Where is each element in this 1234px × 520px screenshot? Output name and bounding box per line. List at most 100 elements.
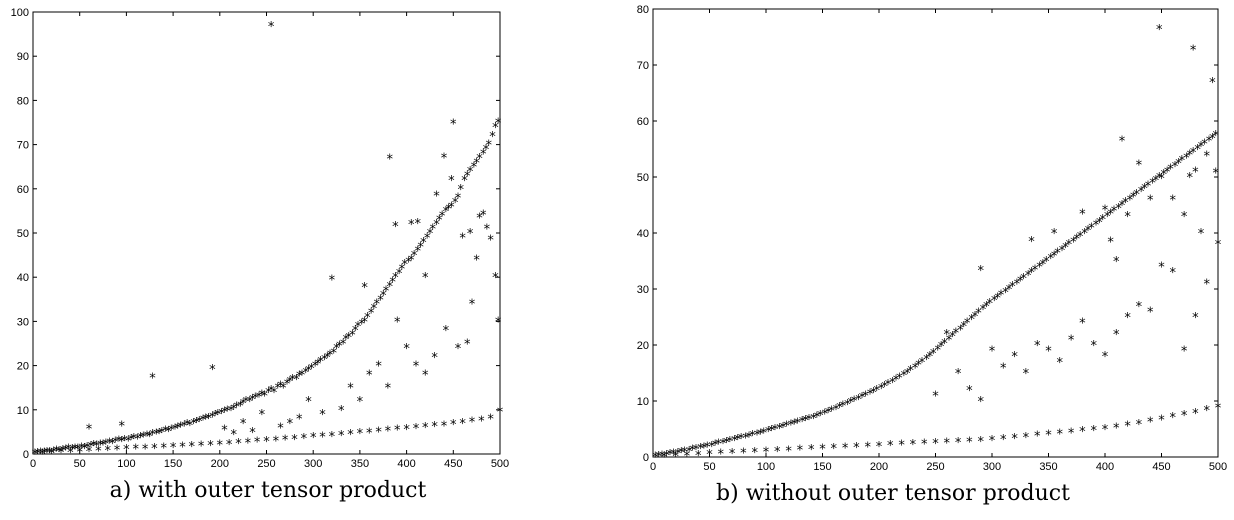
data-point-b: *	[855, 393, 862, 408]
data-point-a: *	[310, 431, 317, 446]
data-point-b: *	[881, 380, 888, 395]
y-tick-label-a: 100	[11, 7, 29, 19]
data-point-a: *	[422, 368, 429, 383]
x-tick-label-b: 450	[1152, 461, 1170, 473]
data-point-a: *	[268, 20, 275, 35]
data-point-b: *	[1068, 426, 1075, 441]
y-tick-label-b: 10	[637, 396, 649, 408]
data-point-a: *	[48, 447, 55, 462]
data-point-a: *	[226, 438, 233, 453]
data-point-b: *	[1203, 150, 1210, 165]
y-tick-label-a: 40	[17, 272, 29, 284]
data-point-b: *	[825, 406, 832, 421]
data-point-a: *	[371, 302, 378, 317]
data-point-a: *	[441, 419, 448, 434]
data-point-b: *	[1074, 233, 1081, 248]
data-point-b: *	[1158, 413, 1165, 428]
data-point-b: *	[1090, 339, 1097, 354]
data-point-b: *	[1028, 266, 1035, 281]
data-point-b: *	[1198, 227, 1205, 242]
data-point-b: *	[1158, 172, 1165, 187]
data-point-b: *	[1011, 432, 1018, 447]
data-point-a: *	[118, 435, 125, 450]
data-point-a: *	[39, 448, 46, 463]
data-point-a: *	[277, 421, 284, 436]
data-point-a: *	[209, 363, 216, 378]
data-point-b: *	[1136, 159, 1143, 174]
data-point-a: *	[495, 117, 502, 132]
data-point-b: *	[840, 399, 847, 414]
data-point-b: *	[961, 320, 968, 335]
y-tick-label-b: 60	[637, 116, 649, 128]
data-point-b: *	[1127, 193, 1134, 208]
data-point-a: *	[319, 408, 326, 423]
data-point-b: *	[989, 434, 996, 449]
data-point-b: *	[1085, 224, 1092, 239]
data-point-b: *	[1002, 286, 1009, 301]
data-point-a: *	[274, 382, 281, 397]
data-point-b: *	[667, 448, 674, 463]
data-point-b: *	[876, 440, 883, 455]
data-point-b: *	[1009, 280, 1016, 295]
data-point-b: *	[1066, 238, 1073, 253]
data-point-b: *	[878, 382, 885, 397]
data-point-a: *	[469, 298, 476, 313]
data-point-b: *	[1192, 407, 1199, 422]
data-point-a: *	[473, 254, 480, 269]
data-point-b: *	[1172, 160, 1179, 175]
data-point-a: *	[476, 152, 483, 167]
data-point-b: *	[975, 307, 982, 322]
data-point-b: *	[760, 426, 767, 441]
data-point-b: *	[968, 313, 975, 328]
data-point-a: *	[147, 430, 154, 445]
data-point-a: *	[489, 130, 496, 145]
data-point-a: *	[424, 231, 431, 246]
data-point-b: *	[927, 350, 934, 365]
data-point-a: *	[217, 438, 224, 453]
data-point-b: *	[663, 449, 670, 464]
data-point-b: *	[684, 449, 691, 464]
data-point-b: *	[675, 447, 682, 462]
data-point-a: *	[131, 432, 138, 447]
data-point-a: *	[387, 153, 394, 168]
data-point-a: *	[315, 357, 322, 372]
data-point-a: *	[287, 375, 294, 390]
data-point-a: *	[385, 425, 392, 440]
data-point-b: *	[1161, 168, 1168, 183]
data-point-a: *	[408, 218, 415, 233]
x-tick-label-a: 50	[74, 458, 86, 470]
data-point-b: *	[1107, 207, 1114, 222]
data-point-a: *	[448, 174, 455, 189]
data-point-b: *	[1032, 263, 1039, 278]
data-point-b: *	[1034, 339, 1041, 354]
data-point-b: *	[1203, 277, 1210, 292]
data-point-b: *	[1059, 244, 1066, 259]
data-point-a: *	[321, 353, 328, 368]
data-point-b: *	[901, 369, 908, 384]
data-point-b: *	[1090, 424, 1097, 439]
data-point-b: *	[859, 391, 866, 406]
data-point-b: *	[957, 323, 964, 338]
data-point-b: *	[844, 398, 851, 413]
data-point-b: *	[932, 389, 939, 404]
data-point-b: *	[1113, 328, 1120, 343]
data-point-a: *	[467, 227, 474, 242]
data-point-a: *	[389, 276, 396, 291]
y-tick-label-a: 90	[17, 51, 29, 63]
data-point-a: *	[459, 231, 466, 246]
data-point-a: *	[252, 391, 259, 406]
data-point-a: *	[345, 331, 352, 346]
data-point-b: *	[966, 384, 973, 399]
data-point-b: *	[1017, 275, 1024, 290]
data-point-b: *	[788, 419, 795, 434]
data-point-b: *	[659, 449, 666, 464]
x-tick-label-b: 150	[813, 461, 831, 473]
data-point-a: *	[121, 434, 128, 449]
data-point-a: *	[377, 293, 384, 308]
data-point-b: *	[1138, 185, 1145, 200]
data-point-b: *	[953, 327, 960, 342]
data-point-a: *	[151, 442, 158, 457]
caption-b: b) without outer tensor product	[716, 481, 1070, 506]
panel-a: 0 50 100 150 200 250 300 350 400 450 500 0 10 20 30 40 5…	[11, 7, 510, 470]
